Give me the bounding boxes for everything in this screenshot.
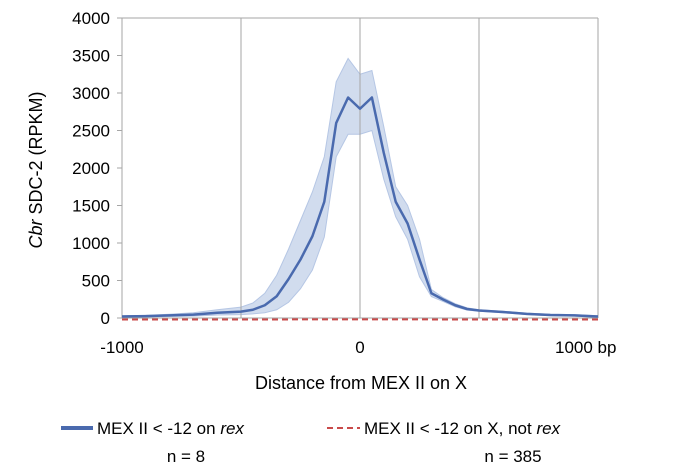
- y-axis-title: Cbr SDC-2 (RPKM): [26, 91, 46, 248]
- series-layer: [121, 96, 599, 321]
- legend-entry-blue-italic: rex: [220, 419, 244, 438]
- legend-entry-blue-prefix: MEX II < -12 on: [97, 419, 220, 438]
- x-tick-label--1000: -1000: [100, 338, 143, 357]
- y-tick-label-2000: 2000: [72, 159, 110, 178]
- y-tick-label-4000: 4000: [72, 9, 110, 28]
- legend-entry-red-prefix: MEX II < -12 on X, not: [364, 419, 536, 438]
- tick-label-layer: 0 500 1000 1500 2000 2500 3000 3500 4000 -1000 0 10…: [72, 9, 616, 357]
- legend-entry-red-italic: rex: [536, 419, 560, 438]
- legend-entry-blue: MEX II < -12 on rex: [97, 419, 244, 438]
- gridline-layer: [240, 18, 480, 318]
- legend-count-red: n = 385: [484, 447, 541, 466]
- y-tick-label-3000: 3000: [72, 84, 110, 103]
- y-tick-label-3500: 3500: [72, 47, 110, 66]
- y-tick-label-2500: 2500: [72, 122, 110, 141]
- y-tick-label-1500: 1500: [72, 197, 110, 216]
- y-axis-title-rest: SDC-2 (RPKM): [26, 91, 46, 219]
- y-tick-label-500: 500: [82, 272, 110, 291]
- x-axis-title: Distance from MEX II on X: [255, 373, 467, 393]
- y-axis-title-italic: Cbr: [26, 219, 46, 249]
- legend: MEX II < -12 on rex n = 8 MEX II < -12 o…: [61, 419, 561, 466]
- x-tick-label-0: 0: [355, 338, 364, 357]
- y-tick-label-1000: 1000: [72, 234, 110, 253]
- legend-entry-red: MEX II < -12 on X, not rex: [364, 419, 561, 438]
- y-tick-label-0: 0: [101, 309, 110, 328]
- x-tick-label-1000: 1000 bp: [555, 338, 616, 357]
- legend-count-blue: n = 8: [167, 447, 205, 466]
- axis-layer: [117, 17, 599, 319]
- series-line-0: [121, 96, 599, 318]
